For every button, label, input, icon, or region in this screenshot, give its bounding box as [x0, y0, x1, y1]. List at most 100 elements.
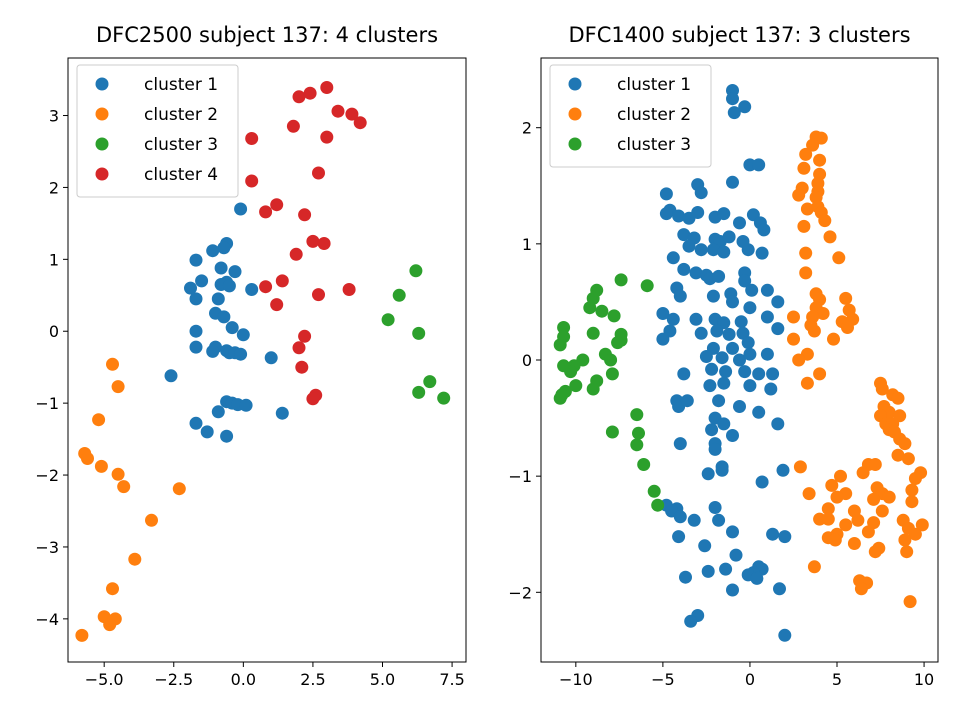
- data-point: [206, 244, 220, 258]
- data-point: [111, 380, 125, 394]
- data-point: [710, 324, 724, 338]
- y-tick-label: 2: [522, 119, 532, 138]
- data-point: [298, 329, 312, 343]
- data-point: [217, 310, 231, 324]
- data-point: [217, 241, 231, 255]
- data-point: [111, 467, 125, 481]
- data-point: [738, 274, 752, 288]
- data-point: [908, 472, 922, 485]
- y-tick-label: 1: [522, 235, 532, 254]
- data-point: [745, 283, 759, 297]
- data-point: [802, 487, 816, 501]
- data-point: [172, 482, 186, 496]
- data-point: [799, 266, 813, 280]
- legend-marker: [95, 77, 109, 91]
- series-3: [381, 264, 451, 405]
- data-point: [651, 498, 665, 512]
- data-point: [637, 458, 651, 471]
- data-point: [834, 469, 847, 483]
- data-point: [778, 530, 792, 544]
- data-point: [614, 273, 628, 287]
- data-point: [719, 562, 733, 576]
- data-point: [821, 502, 835, 516]
- data-point: [760, 347, 774, 361]
- data-point: [705, 423, 719, 437]
- data-point: [672, 209, 686, 223]
- data-point: [677, 228, 691, 242]
- data-point: [813, 153, 827, 167]
- series-1: [164, 202, 289, 443]
- data-point: [682, 239, 696, 253]
- data-point: [726, 583, 739, 597]
- data-point: [75, 628, 89, 642]
- legend-label: cluster 3: [617, 135, 691, 155]
- data-point: [679, 570, 692, 584]
- data-point: [900, 545, 914, 559]
- data-point: [694, 243, 708, 257]
- data-point: [245, 132, 259, 145]
- data-point: [868, 458, 882, 471]
- series-1: [656, 84, 792, 642]
- plot-frame: [67, 57, 467, 663]
- data-point: [317, 237, 331, 250]
- data-point: [236, 328, 250, 342]
- data-point: [766, 367, 780, 381]
- data-point: [553, 391, 567, 405]
- data-point: [677, 367, 691, 381]
- data-point: [437, 391, 451, 405]
- data-point: [793, 460, 807, 474]
- data-point: [729, 548, 743, 562]
- data-point: [825, 478, 839, 492]
- data-point: [875, 504, 889, 518]
- data-point: [733, 400, 746, 413]
- legend-label: cluster 2: [144, 105, 218, 125]
- data-point: [164, 369, 178, 383]
- data-point: [259, 280, 273, 294]
- data-point: [726, 92, 739, 106]
- data-point: [715, 463, 729, 477]
- data-point: [270, 298, 284, 312]
- data-point: [757, 223, 771, 237]
- data-point: [830, 490, 844, 504]
- data-point: [184, 281, 197, 295]
- y-tick-label: 3: [49, 107, 59, 126]
- data-point: [195, 274, 209, 288]
- chart-panel-1: DFC2500 subject 137: 4 clusters −5.0 −2.5 0…: [35, 23, 467, 689]
- data-point: [800, 202, 814, 216]
- data-point: [821, 512, 835, 526]
- legend-marker: [568, 137, 582, 151]
- data-point: [792, 353, 806, 367]
- series-2: [75, 357, 186, 642]
- data-point: [353, 116, 367, 130]
- data-point: [738, 100, 752, 114]
- x-tick-label: 5.0: [370, 670, 395, 689]
- data-point: [630, 438, 644, 452]
- data-point: [712, 394, 726, 408]
- data-point: [726, 429, 739, 442]
- data-point: [583, 301, 597, 315]
- data-point: [733, 353, 746, 367]
- data-point: [264, 351, 278, 365]
- series-4: [245, 81, 367, 406]
- data-point: [755, 475, 769, 489]
- data-point: [189, 324, 203, 338]
- data-point: [211, 405, 225, 419]
- data-point: [677, 262, 691, 276]
- x-tick-label: −10: [559, 670, 593, 689]
- legend-label: cluster 3: [144, 135, 218, 155]
- data-point: [743, 301, 757, 315]
- data-point: [106, 357, 119, 371]
- data-point: [773, 582, 786, 596]
- data-point: [557, 359, 571, 373]
- chart-title: DFC2500 subject 137: 4 clusters: [96, 23, 438, 47]
- data-point: [717, 376, 731, 390]
- data-point: [189, 340, 203, 354]
- data-point: [839, 291, 853, 305]
- data-point: [381, 313, 395, 327]
- data-point: [898, 533, 912, 547]
- data-point: [92, 413, 106, 427]
- legend-label: cluster 2: [617, 105, 691, 125]
- data-point: [752, 405, 766, 419]
- data-point: [705, 362, 719, 376]
